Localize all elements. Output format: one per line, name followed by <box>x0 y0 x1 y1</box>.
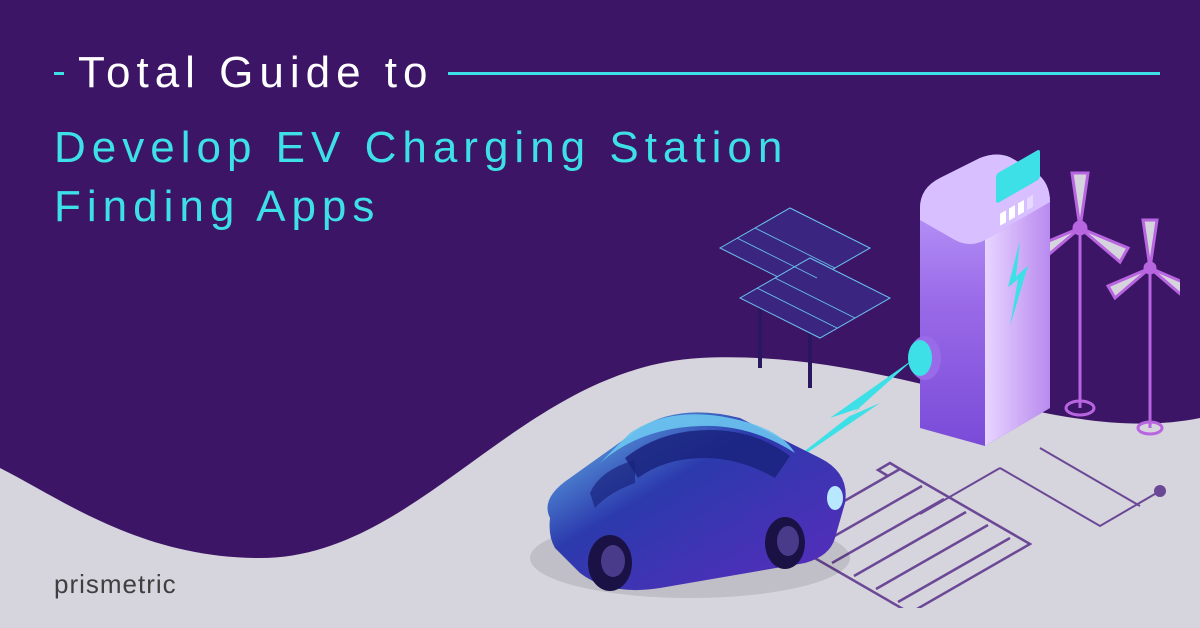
banner-canvas: Total Guide to Develop EV Charging Stati… <box>0 0 1200 628</box>
header-row: Total Guide to <box>54 48 1160 98</box>
ev-car-icon <box>530 412 850 598</box>
accent-line-right <box>448 72 1161 75</box>
charging-station-icon <box>908 149 1050 446</box>
circuit-lines <box>920 448 1165 526</box>
wind-turbine-icon <box>1032 173 1180 434</box>
brand-logo: prismetric <box>54 569 177 600</box>
accent-line-left <box>54 72 64 75</box>
solar-panels-icon <box>720 208 890 388</box>
ev-illustration <box>460 108 1180 608</box>
pretitle: Total Guide to <box>78 48 434 98</box>
